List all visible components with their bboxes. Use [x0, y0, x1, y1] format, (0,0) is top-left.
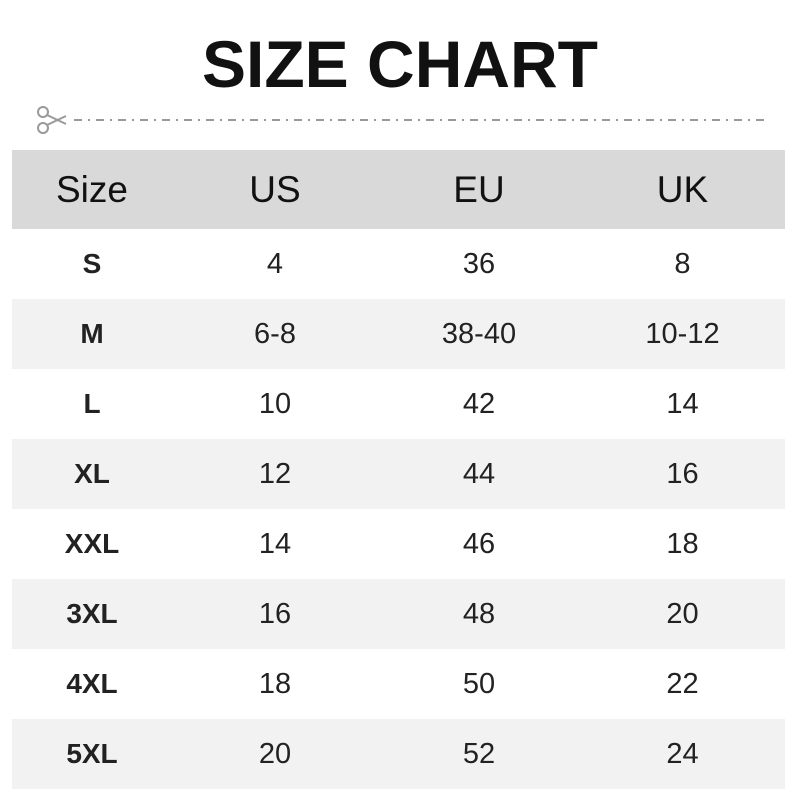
cut-line — [37, 106, 769, 134]
table-row: 4XL 18 50 22 — [12, 649, 785, 719]
cell-size: M — [80, 318, 104, 349]
cell-size: XXL — [64, 528, 120, 559]
scissors-icon — [37, 106, 67, 134]
cell-us: 18 — [258, 667, 292, 700]
cell-eu: 50 — [462, 667, 496, 700]
cell-us: 14 — [258, 527, 292, 560]
cell-uk: 8 — [674, 247, 691, 280]
cell-size: S — [82, 248, 102, 279]
cell-size: 3XL — [66, 598, 118, 629]
table-header: Size US EU UK — [12, 150, 785, 229]
cell-us: 6-8 — [254, 317, 296, 350]
cell-size: XL — [74, 458, 110, 489]
cell-uk: 22 — [666, 667, 699, 700]
cell-uk: 24 — [666, 737, 699, 770]
cell-size: 5XL — [66, 738, 118, 769]
cell-eu: 38-40 — [441, 317, 517, 350]
table-row: XL 12 44 16 — [12, 439, 785, 509]
cell-uk: 20 — [666, 597, 699, 630]
table-row: L 10 42 14 — [12, 369, 785, 439]
cell-size: 4XL — [66, 668, 118, 699]
cell-us: 4 — [266, 247, 284, 280]
cell-eu: 42 — [462, 387, 496, 420]
cell-us: 10 — [258, 387, 292, 420]
header-us: US — [249, 168, 301, 210]
table-row: XXL 14 46 18 — [12, 509, 785, 579]
header-uk: UK — [656, 168, 709, 210]
page-title: SIZE CHART — [202, 27, 598, 101]
cell-uk: 10-12 — [645, 317, 720, 350]
table-row: 5XL 20 52 24 — [12, 719, 785, 789]
cell-us: 16 — [258, 597, 292, 630]
cell-us: 20 — [258, 737, 292, 770]
cell-eu: 44 — [462, 457, 496, 490]
table-row: M 6-8 38-40 10-12 — [12, 299, 785, 369]
cell-uk: 14 — [666, 387, 699, 420]
cell-eu: 36 — [462, 247, 496, 280]
cell-eu: 48 — [462, 597, 496, 630]
cell-us: 12 — [258, 457, 292, 490]
table-row: S 4 36 8 — [12, 229, 785, 299]
cell-size: L — [83, 388, 101, 419]
cell-uk: 18 — [666, 527, 699, 560]
cell-uk: 16 — [666, 457, 699, 490]
cell-eu: 46 — [462, 527, 496, 560]
header-size: Size — [56, 168, 128, 210]
size-table: Size US EU UK S 4 36 8 M 6-8 38-40 10-12 L 10 42 14… — [12, 150, 785, 789]
header-eu: EU — [453, 168, 505, 210]
table-row: 3XL 16 48 20 — [12, 579, 785, 649]
cell-eu: 52 — [462, 737, 496, 770]
